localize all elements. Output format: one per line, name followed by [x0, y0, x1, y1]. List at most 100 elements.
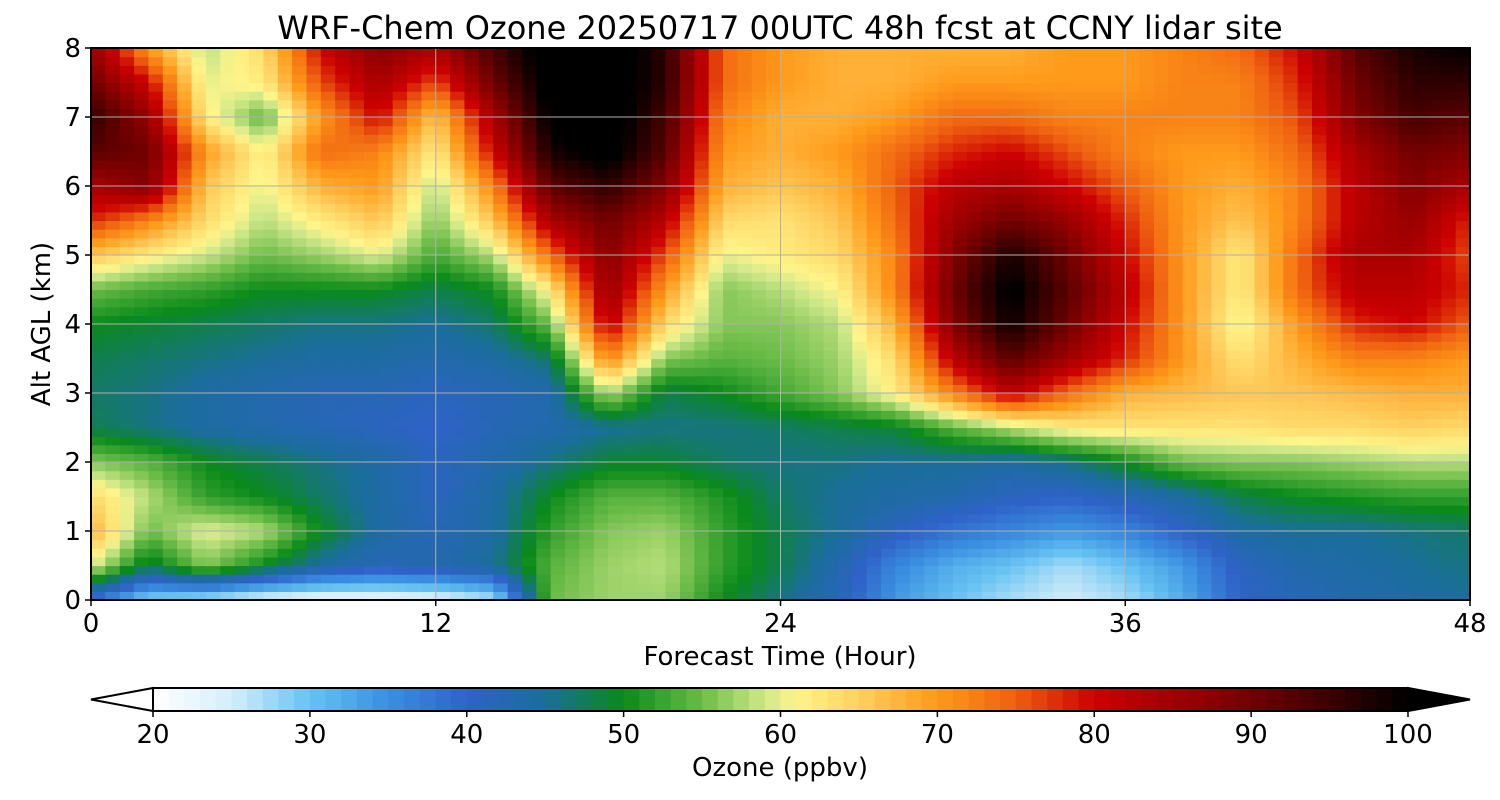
- heatmap-cell: [766, 332, 782, 342]
- heatmap-cell: [320, 375, 336, 385]
- heatmap-cell: [1067, 211, 1083, 222]
- heatmap-cell: [191, 375, 207, 385]
- heatmap-cell: [766, 246, 782, 256]
- heatmap-cell: [536, 513, 552, 523]
- heatmap-cell: [335, 168, 351, 178]
- heatmap-cell: [751, 522, 767, 532]
- heatmap-cell: [679, 531, 695, 541]
- heatmap-cell: [995, 367, 1011, 377]
- heatmap-cell: [665, 246, 681, 256]
- heatmap-cell: [751, 229, 767, 239]
- heatmap-cell: [234, 375, 250, 385]
- heatmap-cell: [1355, 556, 1371, 567]
- heatmap-cell: [1369, 487, 1385, 498]
- heatmap-cell: [1254, 513, 1270, 523]
- heatmap-cell: [91, 470, 106, 480]
- heatmap-cell: [622, 263, 638, 273]
- heatmap-cell: [177, 367, 193, 377]
- heatmap-cell: [478, 565, 494, 575]
- heatmap-cell: [421, 349, 437, 360]
- heatmap-cell: [1268, 496, 1284, 506]
- heatmap-cell: [995, 324, 1011, 334]
- heatmap-cell: [1225, 427, 1241, 437]
- heatmap-cell: [507, 462, 523, 472]
- heatmap-cell: [1039, 160, 1055, 170]
- heatmap-cell: [1096, 531, 1112, 541]
- heatmap-cell: [177, 453, 193, 463]
- heatmap-cell: [938, 168, 954, 178]
- heatmap-cell: [378, 444, 394, 454]
- heatmap-cell: [1110, 229, 1126, 239]
- heatmap-cell: [938, 496, 954, 506]
- heatmap-cell: [521, 324, 537, 334]
- heatmap-cell: [1082, 410, 1098, 420]
- heatmap-cell: [550, 324, 566, 334]
- heatmap-cell: [1426, 211, 1442, 222]
- heatmap-cell: [565, 203, 580, 213]
- heatmap-cell: [1355, 151, 1371, 161]
- heatmap-cell: [478, 582, 494, 592]
- heatmap-cell: [191, 229, 207, 239]
- heatmap-cell: [349, 341, 365, 351]
- heatmap-cell: [981, 341, 997, 351]
- heatmap-cell: [507, 168, 523, 178]
- heatmap-cell: [1225, 272, 1241, 282]
- heatmap-cell: [392, 453, 408, 463]
- heatmap-cell: [249, 556, 264, 567]
- heatmap-cell: [1053, 539, 1069, 549]
- heatmap-cell: [234, 393, 250, 403]
- heatmap-cell: [1441, 358, 1457, 368]
- heatmap-cell: [895, 531, 911, 541]
- heatmap-cell: [1082, 186, 1098, 196]
- heatmap-cell: [292, 289, 308, 299]
- heatmap-cell: [363, 548, 379, 558]
- heatmap-cell: [981, 229, 997, 239]
- heatmap-cell: [794, 151, 810, 161]
- heatmap-cell: [378, 487, 394, 498]
- heatmap-cell: [105, 522, 121, 532]
- heatmap-cell: [277, 168, 293, 178]
- heatmap-cell: [952, 410, 968, 420]
- heatmap-cell: [306, 384, 322, 394]
- heatmap-cell: [694, 367, 710, 377]
- heatmap-cell: [1096, 306, 1112, 316]
- heatmap-cell: [1096, 263, 1112, 273]
- heatmap-cell: [119, 436, 135, 446]
- heatmap-cell: [665, 341, 681, 351]
- heatmap-cell: [852, 444, 868, 454]
- heatmap-cell: [823, 272, 839, 282]
- heatmap-cell: [809, 220, 825, 230]
- heatmap-cell: [593, 453, 609, 463]
- heatmap-cell: [421, 177, 437, 187]
- heatmap-cell: [1398, 229, 1414, 239]
- heatmap-cell: [895, 487, 911, 498]
- heatmap-cell: [636, 341, 652, 351]
- heatmap-cell: [579, 177, 595, 187]
- heatmap-cell: [1340, 203, 1356, 213]
- heatmap-cell: [407, 349, 422, 360]
- heatmap-cell: [507, 332, 523, 342]
- heatmap-cell: [1010, 393, 1026, 403]
- heatmap-cell: [320, 548, 336, 558]
- heatmap-cell: [622, 375, 638, 385]
- heatmap-cell: [1039, 220, 1055, 230]
- heatmap-cell: [134, 246, 150, 256]
- heatmap-cell: [306, 453, 322, 463]
- heatmap-cell: [550, 531, 566, 541]
- heatmap-cell: [119, 332, 135, 342]
- heatmap-cell: [105, 246, 121, 256]
- heatmap-cell: [1024, 582, 1040, 592]
- heatmap-cell: [1153, 556, 1169, 567]
- heatmap-cell: [1053, 306, 1069, 316]
- heatmap-cell: [220, 367, 236, 377]
- heatmap-cell: [967, 194, 983, 204]
- heatmap-cell: [1010, 427, 1026, 437]
- heatmap-cell: [435, 384, 451, 394]
- heatmap-cell: [1010, 418, 1026, 429]
- heatmap-cell: [895, 306, 911, 316]
- heatmap-cell: [1326, 255, 1342, 265]
- heatmap-cell: [1283, 220, 1299, 230]
- heatmap-cell: [148, 332, 164, 342]
- heatmap-cell: [1153, 332, 1169, 342]
- heatmap-cell: [881, 574, 897, 584]
